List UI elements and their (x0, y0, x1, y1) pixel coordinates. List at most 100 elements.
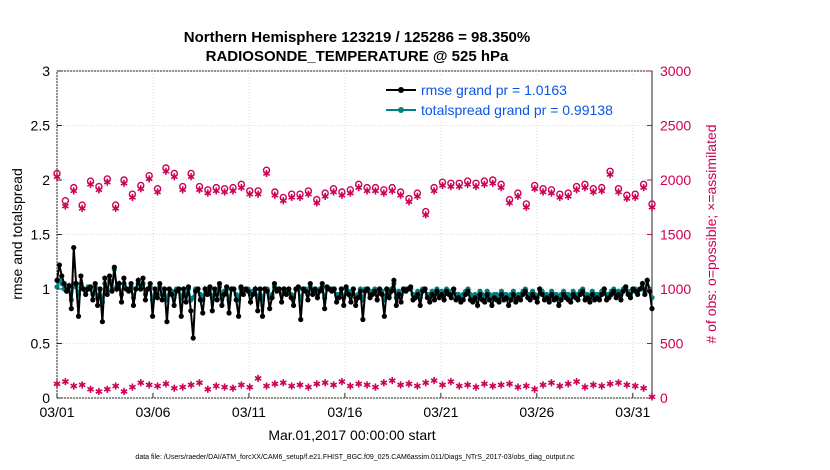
obs-low-marker (187, 381, 195, 389)
obs-assimilated-marker (145, 175, 153, 183)
obs-assimilated-marker (438, 181, 447, 190)
series-point-rmse (71, 244, 77, 251)
obs-assimilated-marker (455, 182, 463, 191)
legend: rmse grand pr = 1.0163 totalspread grand… (383, 77, 649, 121)
series-point-rmse (343, 284, 349, 290)
obs-low-marker (212, 382, 220, 390)
series-point-rmse (484, 291, 490, 298)
series-point-rmse (214, 297, 220, 303)
obs-assimilated-marker (338, 191, 346, 199)
obs-low-marker (405, 380, 413, 388)
series-point-rmse (353, 302, 359, 308)
obs-low-marker (221, 383, 229, 391)
y2-tick-label: 500 (660, 336, 684, 352)
series-point-rmse (637, 286, 643, 292)
series-point-rmse (295, 284, 301, 290)
series-point-rmse (336, 295, 342, 301)
series-point-rmse (317, 288, 323, 294)
series-point-rmse (298, 316, 304, 323)
obs-low-marker (598, 382, 606, 390)
obs-assimilated-marker (422, 211, 430, 219)
y-tick-label: 2.5 (31, 118, 51, 134)
series-point-rmse (104, 291, 110, 298)
series-point-rmse (627, 295, 634, 301)
obs-low-marker (271, 380, 279, 388)
x-tick-label: 03/16 (327, 404, 362, 420)
series-point-rmse (56, 262, 62, 268)
series-point-rmse (451, 286, 457, 292)
y2-tick-label: 2500 (660, 118, 691, 134)
series-point-rmse (250, 291, 256, 298)
series-point-rmse (537, 286, 543, 292)
series-point-rmse (190, 335, 196, 341)
series-point-rmse (544, 295, 550, 301)
obs-assimilated-marker (95, 186, 103, 194)
obs-low-marker (573, 378, 581, 386)
series-point-rmse (322, 306, 328, 312)
y-tick-label: 0 (42, 390, 50, 406)
y-tick-label: 1 (42, 281, 50, 297)
obs-assimilated-marker (397, 191, 405, 199)
series-point-rmse (348, 299, 354, 305)
obs-assimilated-marker (480, 180, 488, 188)
obs-low-marker (514, 383, 522, 391)
obs-assimilated-marker (154, 188, 162, 196)
obs-assimilated-marker (648, 203, 656, 211)
obs-assimilated-marker (640, 184, 648, 192)
series-point-rmse (470, 299, 476, 305)
series-point-rmse (498, 291, 505, 298)
obs-low-marker (489, 382, 497, 390)
series-point-rmse (240, 291, 246, 298)
series-point-rmse (271, 280, 278, 287)
series-point-rmse (95, 302, 101, 308)
series-point-rmse (130, 302, 137, 308)
obs-low-marker (262, 382, 271, 390)
series-point-rmse (68, 306, 74, 312)
obs-assimilated-marker (170, 173, 178, 181)
obs-assimilated-marker (321, 192, 329, 200)
series-point-rmse (532, 295, 538, 301)
obs-assimilated-marker (547, 189, 555, 197)
series-point-rmse (647, 288, 653, 294)
series-point-rmse (281, 286, 287, 292)
series-point-rmse (503, 295, 509, 301)
series-point-rmse (460, 297, 466, 303)
obs-low-marker (631, 382, 639, 390)
series-point-rmse (73, 280, 79, 287)
obs-low-marker (522, 382, 530, 390)
obs-low-marker (464, 381, 472, 389)
legend-text-rmse: rmse grand pr = 1.0163 (421, 82, 567, 98)
series-point-rmse (178, 313, 184, 319)
series-point-rmse (302, 288, 309, 294)
obs-low-marker (53, 380, 61, 388)
series-point-rmse (283, 291, 289, 298)
series-point-rmse (441, 297, 447, 303)
obs-low-marker (371, 383, 379, 391)
x-tick-label: 03/31 (615, 404, 650, 420)
series-point-rmse (92, 280, 98, 287)
obs-low-marker (229, 384, 237, 392)
series-point-rmse (128, 280, 134, 287)
series-point-rmse (398, 299, 404, 305)
y2-tick-label: 2000 (660, 172, 691, 188)
x-tick-label: 03/26 (519, 404, 554, 420)
obs-low-marker (170, 384, 178, 392)
series-point-rmse (90, 297, 96, 303)
obs-low-marker (589, 381, 597, 389)
series-point-rmse (522, 288, 528, 294)
series-point-rmse (644, 277, 650, 283)
series-point-rmse (372, 288, 378, 294)
y2-axis-label: # of obs: o=possible; ×=assimilated (703, 124, 719, 343)
series-point-rmse (140, 275, 146, 281)
series-point-rmse (54, 277, 60, 283)
obs-low-marker (623, 381, 631, 389)
obs-low-marker (556, 382, 564, 390)
obs-assimilated-marker (70, 187, 78, 195)
series-point-rmse (623, 284, 629, 290)
series-point-rmse (517, 297, 524, 303)
series-point-rmse (185, 284, 192, 290)
series-point-rmse (649, 306, 655, 312)
obs-low-marker (438, 381, 447, 389)
series-point-rmse (121, 275, 127, 281)
obs-low-marker (246, 383, 254, 391)
